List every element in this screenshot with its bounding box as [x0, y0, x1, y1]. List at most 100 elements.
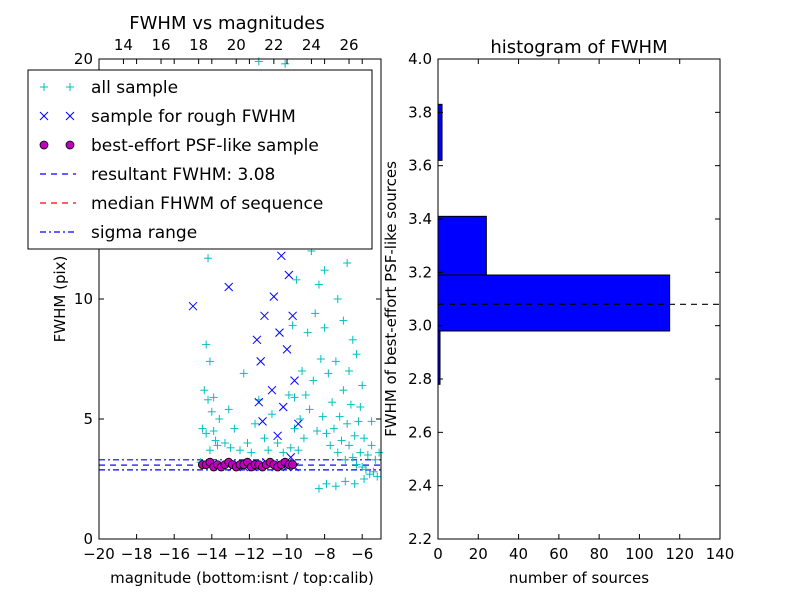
data-point	[215, 415, 224, 423]
data-point-b	[278, 402, 288, 412]
data-point	[345, 441, 354, 450]
data-point	[282, 345, 292, 354]
data-point	[200, 386, 209, 395]
data-point	[298, 367, 307, 375]
histogram-bar	[437, 215, 487, 276]
data-point-b	[273, 431, 282, 441]
data-point	[339, 386, 348, 395]
x-tick-label: 40	[509, 545, 528, 563]
data-point	[341, 455, 350, 464]
y-tick-label: 5	[83, 410, 93, 428]
scatter-hlines	[99, 459, 381, 471]
top-tick-label: 26	[339, 36, 358, 54]
data-point	[348, 335, 357, 344]
data-point	[320, 323, 329, 332]
data-point	[254, 397, 264, 407]
data-point	[239, 369, 248, 378]
data-point	[209, 427, 218, 435]
y-tick-label: 10	[74, 290, 93, 308]
data-point	[350, 431, 359, 440]
x-tick-label: −16	[158, 545, 190, 563]
legend-marker-b	[39, 111, 49, 121]
data-point	[346, 400, 355, 409]
data-point	[352, 350, 361, 359]
data-point	[260, 311, 269, 321]
data-point	[318, 412, 327, 421]
data-point	[213, 441, 222, 450]
x-tick-label: −18	[121, 545, 153, 563]
top-tick-label: 22	[264, 36, 283, 54]
data-point	[209, 393, 218, 402]
scatter-series-0	[196, 57, 384, 493]
y-tick-label: 2.8	[408, 370, 432, 388]
y-tick-label: 3.6	[408, 157, 432, 175]
data-point	[292, 275, 301, 284]
data-point	[320, 266, 329, 275]
y-tick-label: 20	[74, 50, 93, 68]
x-tick-label: −12	[234, 545, 266, 563]
data-point	[267, 385, 277, 395]
data-point-b	[258, 417, 267, 426]
y-tick-label: 0	[83, 530, 93, 548]
data-point	[277, 251, 286, 261]
data-point	[275, 328, 284, 337]
legend-item: all sample	[40, 78, 178, 98]
data-point	[375, 448, 384, 457]
data-point-b	[277, 251, 286, 261]
data-point	[316, 355, 325, 363]
top-tick-label: 16	[151, 36, 170, 54]
data-point	[293, 419, 303, 429]
data-point	[284, 391, 293, 399]
y-tick-label: 2.2	[408, 530, 432, 548]
data-point	[337, 436, 346, 445]
data-point	[322, 429, 331, 438]
legend-item: median FHWM of sequence	[40, 194, 323, 214]
legend-marker	[39, 140, 49, 150]
data-point	[363, 451, 372, 459]
legend-marker-dot	[39, 140, 49, 150]
data-point	[345, 367, 354, 375]
histogram-ylabel: FWHM of best-effort PSF-like sources	[382, 161, 400, 437]
x-tick-label: 100	[625, 545, 654, 563]
data-point-b	[188, 301, 198, 311]
data-point	[290, 424, 299, 433]
data-point	[335, 412, 344, 421]
data-point	[251, 419, 260, 428]
data-point	[267, 410, 276, 419]
data-point	[360, 434, 369, 443]
legend-label: median FHWM of sequence	[91, 194, 323, 214]
scatter-y-axis: 0 5 10 20	[74, 50, 381, 548]
data-point	[230, 424, 239, 433]
data-point	[313, 427, 322, 435]
data-point-b	[260, 311, 269, 321]
data-point-b	[282, 345, 292, 354]
histogram-y-axis: 2.2 2.4 2.6 2.8 3.0 3.2 3.4 3.6 3.8 4.0	[408, 50, 720, 548]
data-point	[204, 395, 213, 404]
data-point-b	[252, 335, 262, 345]
histogram-title: histogram of FWHM	[490, 37, 667, 58]
data-point	[339, 316, 348, 325]
data-point	[258, 417, 267, 426]
y-tick-label: 4.0	[408, 50, 432, 68]
data-point	[290, 393, 299, 402]
histogram-frame	[437, 58, 721, 540]
scatter-ylabel: FWHM (pix)	[51, 256, 69, 343]
top-tick-label: 18	[189, 36, 208, 54]
x-tick-label: −6	[351, 545, 373, 563]
y-tick-label: 3.0	[408, 317, 432, 335]
data-point	[284, 270, 294, 280]
scatter-series-2	[197, 457, 298, 472]
data-point	[252, 335, 262, 345]
data-point-b	[288, 311, 297, 321]
y-tick-label: 3.8	[408, 103, 432, 121]
data-point	[288, 311, 297, 321]
data-point	[348, 453, 357, 462]
legend-label: all sample	[91, 78, 178, 98]
data-point	[204, 254, 213, 263]
data-point	[202, 340, 211, 349]
x-tick-label: 20	[469, 545, 488, 563]
scatter-points	[188, 57, 384, 493]
data-point	[273, 431, 282, 441]
data-point	[207, 407, 216, 416]
legend-label: sample for rough FWHM	[91, 107, 296, 127]
